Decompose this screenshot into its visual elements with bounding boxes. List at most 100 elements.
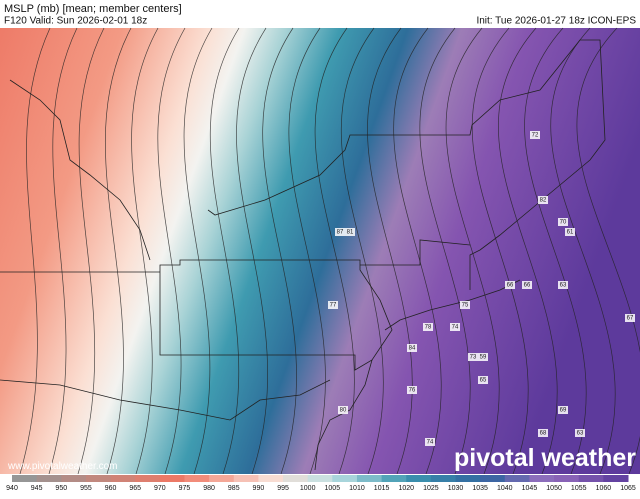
isobar bbox=[131, 27, 159, 475]
center-label: 77 bbox=[330, 303, 337, 309]
center-box bbox=[478, 376, 488, 384]
colorbar-swatch bbox=[356, 475, 383, 482]
isobars bbox=[19, 27, 640, 475]
isobar bbox=[367, 27, 413, 475]
colorbar-tick-label: 1005 bbox=[325, 485, 341, 492]
isobar bbox=[471, 27, 529, 475]
center-label: 65 bbox=[480, 378, 487, 384]
colorbar-tick-label: 1045 bbox=[522, 485, 538, 492]
center-box bbox=[558, 406, 568, 414]
colorbar-swatch bbox=[258, 475, 284, 482]
colorbar-tick-label: 1015 bbox=[374, 485, 390, 492]
colorbar-tick-label: 995 bbox=[277, 485, 289, 492]
center-box bbox=[505, 281, 515, 289]
center-label: 66 bbox=[507, 283, 514, 289]
colorbar-tick-label: 985 bbox=[228, 485, 240, 492]
isobar bbox=[550, 27, 616, 475]
isobar bbox=[19, 27, 51, 475]
isobar bbox=[209, 27, 240, 475]
colorbar-tick-label: 970 bbox=[154, 485, 166, 492]
isobar bbox=[524, 27, 587, 475]
center-label: 84 bbox=[409, 346, 416, 352]
center-box bbox=[468, 353, 478, 361]
header-bar bbox=[0, 0, 640, 28]
isobar bbox=[340, 27, 384, 475]
isobar bbox=[314, 27, 355, 475]
isobar bbox=[262, 27, 297, 475]
center-label: 78 bbox=[425, 325, 432, 331]
center-box bbox=[345, 228, 355, 236]
colorbar-swatch bbox=[61, 475, 87, 482]
colorbar-tick-label: 1055 bbox=[571, 485, 587, 492]
colorbar-swatch bbox=[406, 475, 432, 482]
colorbar-swatch bbox=[578, 475, 604, 482]
center-box bbox=[478, 353, 488, 361]
center-box bbox=[538, 429, 548, 437]
center-label: 80 bbox=[340, 408, 347, 414]
isobar bbox=[445, 27, 500, 475]
colorbar-swatch bbox=[110, 475, 136, 482]
center-box bbox=[575, 429, 585, 437]
isobar bbox=[236, 27, 268, 475]
center-label: 61 bbox=[567, 230, 574, 236]
colorbar-swatch bbox=[233, 475, 259, 482]
center-label: 74 bbox=[427, 440, 434, 446]
colorbar-swatch bbox=[135, 475, 161, 482]
colorbar-swatch bbox=[603, 475, 629, 482]
colorbar-swatch bbox=[504, 475, 530, 482]
center-label: 63 bbox=[560, 283, 567, 289]
url-watermark: www.pivotalweather.com bbox=[7, 461, 118, 472]
center-box bbox=[407, 386, 417, 394]
map-title: MSLP (mb) [mean; member centers] bbox=[4, 3, 182, 15]
isobar bbox=[288, 27, 326, 475]
colorbar-swatch bbox=[480, 475, 506, 482]
colorbar-swatch bbox=[36, 475, 62, 482]
isobar bbox=[393, 27, 442, 475]
colorbar-tick-label: 1060 bbox=[596, 485, 612, 492]
colorbar-tick-label: 980 bbox=[203, 485, 215, 492]
colorbar-tick-label: 1010 bbox=[349, 485, 365, 492]
center-box bbox=[423, 323, 433, 331]
colorbar-tick-label: 1065 bbox=[620, 485, 636, 492]
pressure-field bbox=[0, 28, 640, 474]
borders bbox=[0, 39, 606, 471]
isobar bbox=[183, 27, 213, 475]
colorbar-tick-label: 955 bbox=[80, 485, 92, 492]
colorbar-swatch bbox=[159, 475, 185, 482]
isobar bbox=[419, 27, 471, 475]
colorbar-tick-label: 960 bbox=[105, 485, 117, 492]
center-label: 82 bbox=[540, 198, 547, 204]
colorbar-tick-label: 945 bbox=[31, 485, 43, 492]
colorbar-swatch bbox=[554, 475, 580, 482]
colorbar-tick-label: 1050 bbox=[546, 485, 562, 492]
isobar bbox=[157, 27, 186, 475]
center-box bbox=[558, 281, 568, 289]
colorbar-tick-label: 1000 bbox=[300, 485, 316, 492]
center-box bbox=[460, 301, 470, 309]
colorbar-swatch bbox=[455, 475, 481, 482]
colorbar-swatch bbox=[529, 475, 555, 482]
isobar bbox=[77, 27, 105, 475]
colorbar-swatch bbox=[283, 475, 309, 482]
center-box bbox=[328, 301, 338, 309]
isobar bbox=[498, 27, 558, 475]
center-label: 75 bbox=[462, 303, 469, 309]
colorbar-swatch bbox=[85, 475, 112, 482]
center-box bbox=[450, 323, 460, 331]
colorbar-swatch bbox=[12, 475, 38, 482]
colorbar-swatch bbox=[209, 475, 235, 482]
colorbar-tick-label: 975 bbox=[179, 485, 191, 492]
center-label: 87 bbox=[337, 230, 344, 236]
colorbar-tick-label: 1035 bbox=[472, 485, 488, 492]
colorbar-tick-label: 1030 bbox=[448, 485, 464, 492]
logo: pivotal weather bbox=[454, 444, 636, 472]
center-box bbox=[522, 281, 532, 289]
colorbar-tick-label: 990 bbox=[253, 485, 265, 492]
center-box bbox=[538, 196, 548, 204]
center-box bbox=[565, 228, 575, 236]
colorbar: 940 945 950 955 960 965 970 975 980 985 990 995 1000… bbox=[6, 475, 636, 492]
isobar bbox=[48, 27, 78, 475]
colorbar-tick-label: 940 bbox=[6, 485, 18, 492]
